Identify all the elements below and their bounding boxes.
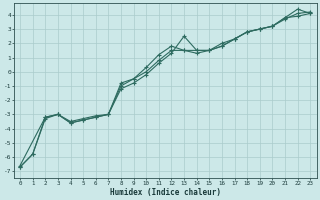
X-axis label: Humidex (Indice chaleur): Humidex (Indice chaleur) [110, 188, 220, 197]
